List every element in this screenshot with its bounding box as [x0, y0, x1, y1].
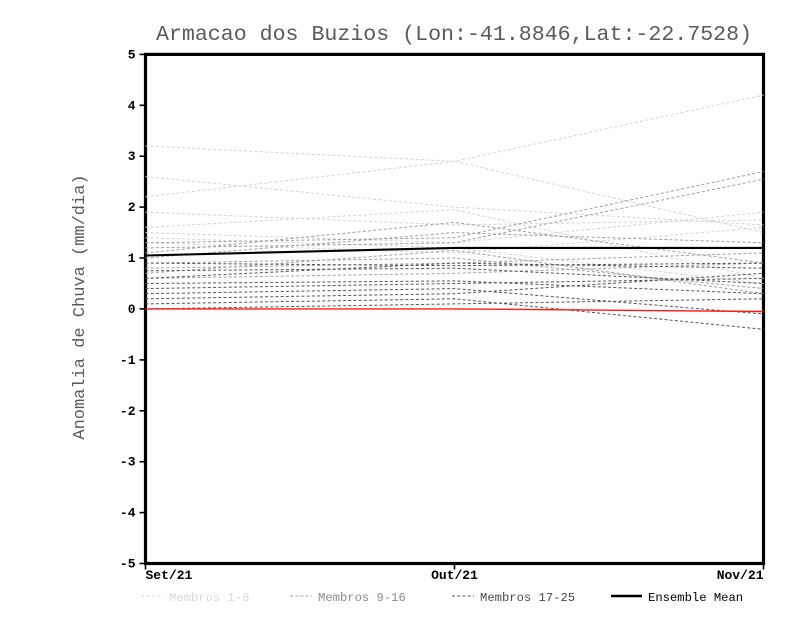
svg-text:2: 2: [128, 200, 136, 215]
svg-text:Out/21: Out/21: [431, 568, 478, 583]
svg-text:-5: -5: [120, 557, 136, 572]
svg-text:Membros 9-16: Membros 9-16: [318, 591, 406, 605]
svg-text:Membros 1-8: Membros 1-8: [169, 591, 249, 605]
svg-text:Nov/21: Nov/21: [717, 568, 764, 583]
svg-text:Anomalia de Chuva (mm/dia): Anomalia de Chuva (mm/dia): [71, 174, 90, 439]
svg-text:Set/21: Set/21: [146, 568, 193, 583]
svg-text:1: 1: [128, 251, 136, 266]
svg-text:3: 3: [128, 149, 136, 164]
svg-text:0: 0: [128, 302, 136, 317]
svg-text:-3: -3: [120, 455, 136, 470]
svg-text:Armacao dos Buzios (Lon:-41.88: Armacao dos Buzios (Lon:-41.8846,Lat:-22…: [156, 23, 752, 47]
svg-text:5: 5: [128, 47, 136, 62]
svg-text:4: 4: [128, 98, 136, 113]
svg-text:-2: -2: [120, 404, 136, 419]
svg-text:-4: -4: [120, 506, 136, 521]
svg-text:Ensemble Mean: Ensemble Mean: [648, 591, 743, 605]
svg-text:Membros 17-25: Membros 17-25: [480, 591, 575, 605]
svg-text:-1: -1: [120, 353, 136, 368]
